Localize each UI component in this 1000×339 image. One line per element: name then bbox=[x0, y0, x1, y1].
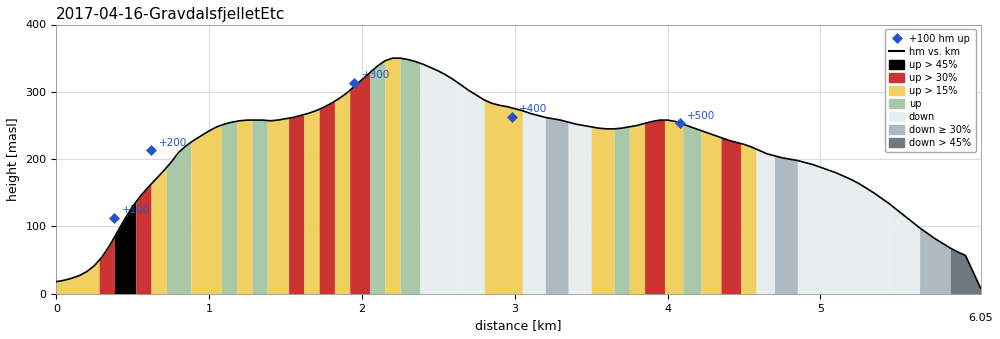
Legend: +100 hm up, hm vs. km, up > 45%, up > 30%, up > 15%, up, down, down ≥ 30%, down : +100 hm up, hm vs. km, up > 45%, up > 30… bbox=[885, 29, 976, 153]
Text: +200: +200 bbox=[159, 138, 187, 148]
Text: +300: +300 bbox=[362, 71, 390, 80]
Text: +100: +100 bbox=[122, 205, 150, 215]
Y-axis label: height [masl]: height [masl] bbox=[7, 117, 20, 201]
Text: +400: +400 bbox=[519, 104, 548, 114]
X-axis label: distance [km]: distance [km] bbox=[475, 319, 562, 332]
Text: +500: +500 bbox=[687, 111, 716, 121]
Text: 6.05: 6.05 bbox=[968, 313, 993, 323]
Text: 2017-04-16-GravdalsfjelletEtc: 2017-04-16-GravdalsfjelletEtc bbox=[56, 7, 286, 22]
